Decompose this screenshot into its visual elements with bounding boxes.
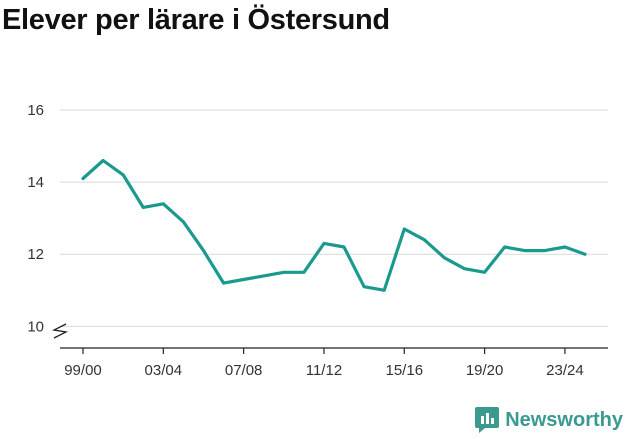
data-point (262, 274, 265, 278)
data-point (523, 249, 526, 252)
series-group (81, 158, 587, 292)
data-point (282, 271, 285, 274)
y-axis-ticks: 10 12 14 16 (27, 102, 44, 335)
data-point (342, 245, 346, 249)
data-point (242, 278, 245, 281)
x-tick-label: 07/08 (225, 362, 263, 379)
y-tick-label: 10 (27, 318, 44, 335)
data-point (383, 289, 386, 292)
data-point (142, 206, 145, 209)
data-point (483, 271, 486, 274)
x-tick-label: 11/12 (306, 362, 342, 379)
data-point (162, 202, 165, 205)
x-tick-label: 19/20 (466, 362, 504, 379)
x-tick-label: 23/24 (546, 362, 584, 379)
axis-break-icon (51, 323, 69, 339)
data-point (81, 177, 85, 180)
data-point (362, 285, 366, 288)
data-point (583, 253, 587, 256)
gridlines (60, 109, 608, 327)
data-point (443, 256, 446, 260)
data-point (101, 159, 105, 162)
data-point (543, 249, 547, 252)
series-line (81, 158, 587, 292)
data-point (463, 267, 466, 270)
x-tick-label: 99/00 (64, 362, 102, 379)
data-point (182, 220, 185, 223)
brand-name: Newsworthy (505, 408, 623, 431)
chart-title: Elever per lärare i Östersund (2, 4, 390, 36)
y-tick-label: 12 (27, 246, 44, 263)
data-point (202, 249, 205, 252)
data-point (563, 245, 567, 249)
x-tick-label: 15/16 (386, 362, 424, 379)
y-tick-label: 14 (27, 174, 44, 191)
x-axis-ticks: 99/00 03/04 07/08 11/12 15/16 19/20 23/24 (64, 348, 584, 379)
data-point (222, 281, 225, 285)
newsworthy-logo-icon (475, 407, 500, 433)
data-point (322, 242, 326, 245)
data-point (302, 271, 306, 274)
data-point (403, 227, 406, 231)
data-point (423, 238, 426, 242)
y-tick-label: 16 (27, 102, 44, 119)
x-tick-label: 03/04 (145, 362, 183, 379)
brand-logo[interactable]: Newsworthy (475, 407, 623, 433)
data-point (121, 173, 125, 177)
data-point (503, 245, 506, 249)
